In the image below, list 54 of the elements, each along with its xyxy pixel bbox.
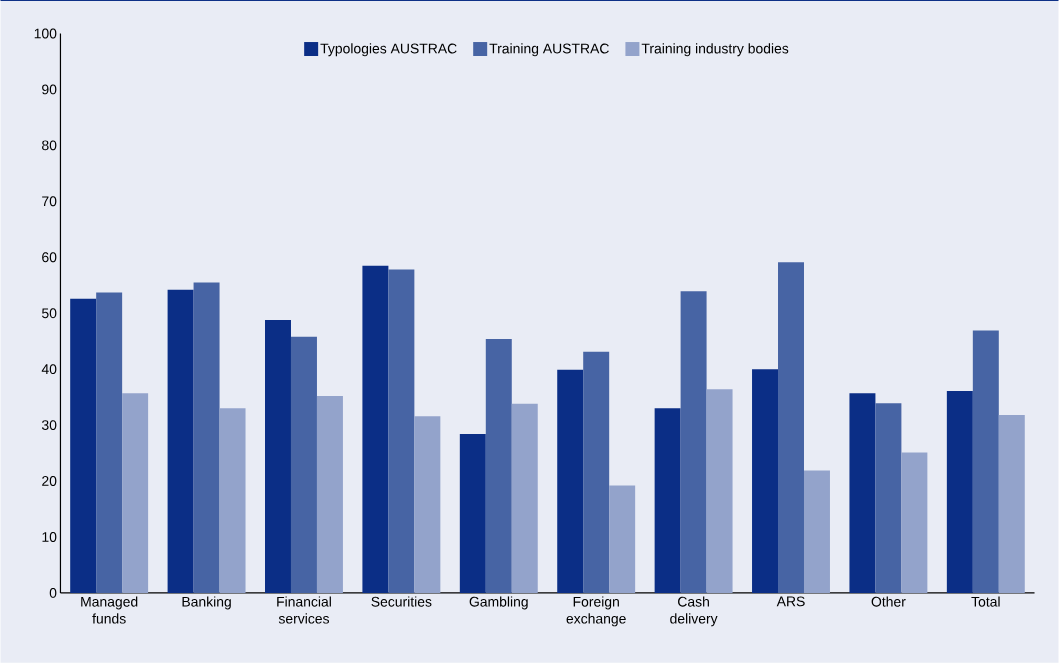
bar [778, 262, 804, 593]
bar [316, 396, 343, 593]
bar [680, 291, 707, 593]
y-tick-label: 20 [42, 476, 57, 487]
y-tick-label: 60 [42, 252, 57, 263]
bar [654, 408, 681, 593]
bar [70, 298, 97, 593]
bar [96, 292, 123, 593]
x-tick-label: Banking [182, 596, 231, 610]
y-tick-label: 0 [49, 588, 57, 598]
y-tick-label: 80 [42, 140, 57, 151]
y-tick-label: 50 [42, 308, 57, 319]
bar [265, 319, 291, 593]
bar [219, 408, 246, 593]
bar [557, 369, 584, 593]
x-tick-label: Securities [371, 596, 432, 607]
bar [706, 389, 733, 593]
bar [362, 265, 389, 593]
x-tick-label: Gambling [469, 596, 528, 610]
bar [414, 416, 441, 593]
bar [609, 485, 636, 593]
x-tick-label: Managed funds [81, 596, 138, 624]
bar [875, 403, 902, 593]
bar [972, 330, 999, 593]
y-tick-label: 70 [42, 196, 57, 207]
bar [290, 336, 317, 593]
y-tick-label: 10 [42, 532, 57, 542]
bar [167, 289, 194, 593]
x-tick-label: Financial services [277, 596, 331, 624]
x-tick-label: ARS [776, 596, 805, 607]
bar [946, 391, 973, 593]
y-tick-label: 40 [41, 364, 57, 375]
bar [193, 282, 220, 593]
x-tick-label: Other [871, 596, 906, 607]
bar [485, 338, 512, 593]
bar [122, 393, 149, 593]
x-tick-label: Foreign exchange [566, 596, 626, 627]
bar [388, 269, 415, 593]
y-tick-label: 90 [42, 84, 57, 95]
legend-label: Training industry bodies [641, 43, 789, 57]
y-tick-label: 100 [34, 28, 57, 39]
bar [459, 434, 486, 593]
bar [511, 403, 538, 593]
legend-label: Typologies AUSTRAC [320, 43, 457, 57]
legend-label: Training AUSTRAC [489, 43, 609, 57]
bar [849, 393, 876, 593]
y-tick-label: 30 [41, 420, 57, 431]
bar [752, 369, 779, 593]
x-tick-label: Cash delivery [670, 596, 718, 627]
bar [998, 415, 1025, 593]
x-tick-label: Total [971, 596, 1000, 607]
bar [901, 452, 928, 593]
bar [803, 470, 830, 593]
bar [583, 351, 610, 593]
